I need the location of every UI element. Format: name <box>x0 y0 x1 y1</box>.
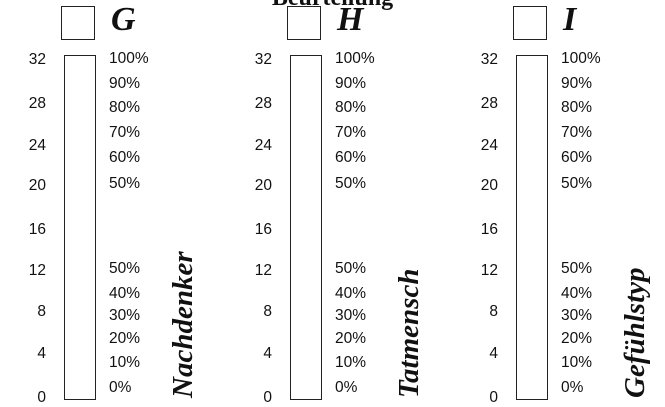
scale-label: 4 <box>37 345 46 362</box>
type-label: Gefühlstyp <box>619 267 651 399</box>
percent-label-lower: 50% <box>335 260 367 277</box>
percent-label-lower: 0% <box>109 379 132 396</box>
scale-label: 28 <box>480 95 498 112</box>
header-fragment: Beurteilung <box>0 0 665 10</box>
type-column-i: I 32 28 24 20 16 12 8 4 0 100% 90% 80% 70% 60% 50% 50% 40… <box>452 0 665 406</box>
percent-label-upper: 90% <box>335 75 367 92</box>
percent-label-lower: 30% <box>335 307 367 324</box>
percent-label-lower: 10% <box>561 354 593 371</box>
percent-label-lower: 0% <box>561 379 584 396</box>
percent-label-upper: 50% <box>335 175 367 192</box>
percent-label-lower: 20% <box>561 330 593 347</box>
percent-label-upper: 80% <box>109 99 141 116</box>
percent-label-lower: 40% <box>109 285 141 302</box>
percent-label-upper: 60% <box>561 149 593 166</box>
scale-label: 28 <box>254 95 272 112</box>
percent-label-lower: 0% <box>335 379 358 396</box>
percent-label-lower: 40% <box>561 285 593 302</box>
percent-label-lower: 10% <box>109 354 141 371</box>
percent-label-upper: 100% <box>335 50 375 67</box>
percent-label-upper: 90% <box>109 75 141 92</box>
scale-label: 12 <box>480 262 498 279</box>
scale-label: 4 <box>263 345 272 362</box>
scale-label: 24 <box>28 137 46 154</box>
scale-label: 8 <box>37 303 46 320</box>
scale-label: 0 <box>263 389 272 406</box>
score-bar <box>516 55 548 400</box>
score-bar <box>64 55 96 400</box>
percent-label-upper: 70% <box>109 124 141 141</box>
column-letter: I <box>563 1 577 38</box>
scale-label: 20 <box>480 177 498 194</box>
percent-label-lower: 10% <box>335 354 367 371</box>
percent-label-upper: 60% <box>335 149 367 166</box>
checkbox-h[interactable] <box>287 6 321 40</box>
scale-label: 32 <box>28 51 46 68</box>
score-bar <box>290 55 322 400</box>
percent-label-lower: 50% <box>561 260 593 277</box>
scale-label: 16 <box>28 221 46 238</box>
scale-label: 32 <box>254 51 272 68</box>
scale-label: 28 <box>28 95 46 112</box>
type-label: Nachdenker <box>167 251 199 398</box>
percent-label-upper: 100% <box>561 50 601 67</box>
percent-label-upper: 100% <box>109 50 149 67</box>
percent-label-upper: 70% <box>561 124 593 141</box>
percent-label-upper: 50% <box>109 175 141 192</box>
scale-label: 12 <box>28 262 46 279</box>
type-column-h: H 32 28 24 20 16 12 8 4 0 100% 90% 80% 70% 60% 50% 50% 40… <box>226 0 448 406</box>
percent-label-lower: 20% <box>109 330 141 347</box>
percent-label-lower: 40% <box>335 285 367 302</box>
column-letter: H <box>337 1 364 38</box>
percent-label-upper: 80% <box>335 99 367 116</box>
scale-label: 32 <box>480 51 498 68</box>
percent-label-upper: 60% <box>109 149 141 166</box>
percent-label-upper: 80% <box>561 99 593 116</box>
scale-label: 0 <box>37 389 46 406</box>
scale-label: 8 <box>489 303 498 320</box>
scale-label: 12 <box>254 262 272 279</box>
scale-label: 4 <box>489 345 498 362</box>
scale-label: 16 <box>254 221 272 238</box>
scale-label: 20 <box>254 177 272 194</box>
percent-label-upper: 70% <box>335 124 367 141</box>
scale-label: 0 <box>489 389 498 406</box>
percent-label-lower: 30% <box>109 307 141 324</box>
type-label: Tatmensch <box>393 268 425 398</box>
scale-label: 16 <box>480 221 498 238</box>
column-letter: G <box>111 1 136 38</box>
percent-label-upper: 50% <box>561 175 593 192</box>
checkbox-g[interactable] <box>61 6 95 40</box>
percent-label-upper: 90% <box>561 75 593 92</box>
scale-label: 24 <box>254 137 272 154</box>
percent-label-lower: 30% <box>561 307 593 324</box>
scale-label: 8 <box>263 303 272 320</box>
type-column-g: G 32 28 24 20 16 12 8 4 0 100% 90% 80% 70% 60% 50% 50% 40… <box>0 0 222 406</box>
scale-label: 24 <box>480 137 498 154</box>
checkbox-i[interactable] <box>513 6 547 40</box>
percent-label-lower: 50% <box>109 260 141 277</box>
scale-label: 20 <box>28 177 46 194</box>
percent-label-lower: 20% <box>335 330 367 347</box>
